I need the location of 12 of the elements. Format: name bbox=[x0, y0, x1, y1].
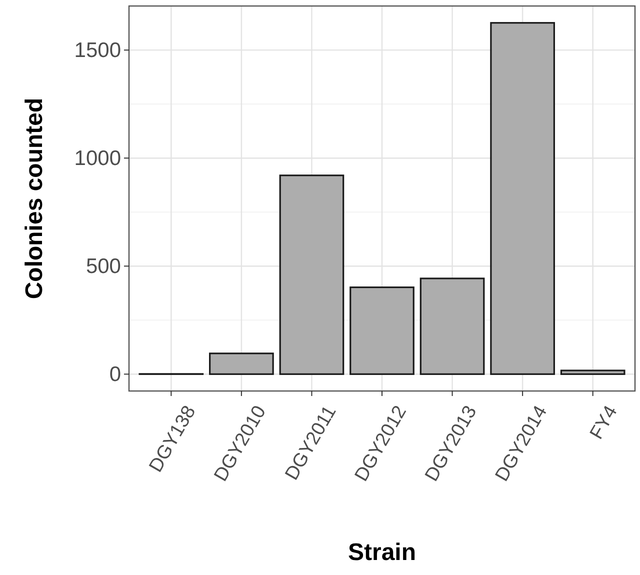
y-axis-title: Colonies counted bbox=[21, 98, 48, 300]
bar bbox=[350, 286, 414, 375]
y-tick-label: 1000 bbox=[74, 146, 121, 170]
x-axis-title: Strain bbox=[348, 539, 416, 566]
bar bbox=[279, 174, 344, 375]
bar bbox=[490, 22, 555, 375]
y-tick-label: 500 bbox=[86, 254, 121, 278]
y-tick-label: 1500 bbox=[74, 38, 121, 62]
bar bbox=[560, 370, 626, 375]
bar bbox=[209, 352, 274, 375]
bar bbox=[420, 278, 485, 375]
y-tick-label: 0 bbox=[109, 362, 121, 386]
